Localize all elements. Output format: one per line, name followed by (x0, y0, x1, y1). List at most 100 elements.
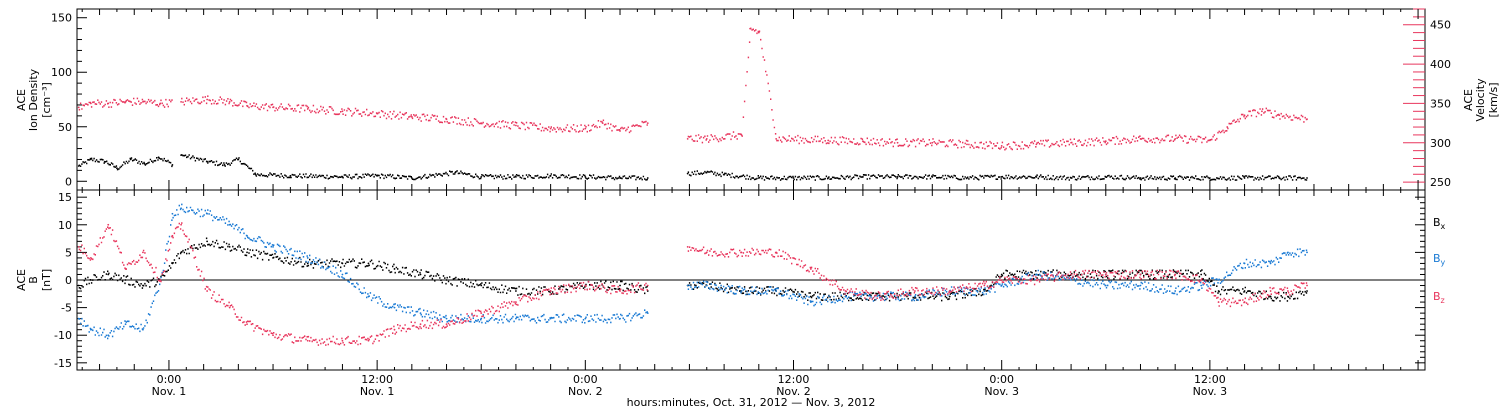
ion-density-point (931, 176, 934, 178)
velocity-point (1278, 114, 1281, 117)
velocity-point (89, 102, 92, 105)
by-point (206, 212, 209, 215)
field-axis-title-line1: ACE (15, 269, 28, 291)
ion-density-point (705, 171, 708, 174)
field-axis-title-line3: [nT] (40, 269, 53, 291)
by-point (246, 234, 248, 237)
ion-density-point (103, 160, 106, 163)
by-point (844, 295, 847, 298)
velocity-point (740, 134, 743, 136)
density-axis-title-line2: Ion Density (27, 68, 40, 131)
velocity-point (896, 141, 899, 144)
ion-density-point (77, 165, 80, 167)
by-point (89, 328, 92, 331)
by-point (171, 212, 174, 215)
bz-point (1035, 279, 1038, 281)
bz-point (480, 312, 483, 315)
by-point (142, 328, 144, 331)
density-axis-title-line3: [cm⁻³] (40, 82, 53, 118)
bz-point (914, 290, 916, 292)
bx-point (180, 251, 182, 254)
by-point (584, 317, 587, 320)
bz-trace (78, 222, 1308, 346)
legend-entry-bx: Bx (1433, 216, 1446, 231)
bx-point (1200, 273, 1203, 276)
velocity-tick-label: 300 (1430, 137, 1451, 150)
velocity-point (376, 112, 379, 115)
velocity-tick-label: 400 (1430, 58, 1451, 71)
bz-point (367, 339, 370, 342)
bz-point (948, 290, 951, 292)
field-legend: Bx By Bz (1433, 216, 1446, 305)
bz-point (1243, 301, 1246, 303)
bx-point (124, 279, 127, 281)
bx-point (228, 245, 231, 248)
velocity-point (966, 143, 968, 146)
velocity-point (757, 31, 760, 34)
ion-density-series (77, 154, 1308, 181)
ion-density-point (237, 158, 240, 161)
legend-entry-bz: Bz (1433, 290, 1445, 305)
bz-point (107, 223, 110, 226)
ion-density-point (129, 158, 132, 161)
ion-density-point (1035, 176, 1038, 178)
velocity-point (246, 104, 248, 107)
by-point (180, 207, 182, 210)
bz-point (142, 251, 144, 254)
bz-point (180, 223, 182, 226)
by-point (646, 312, 649, 315)
bz-point (686, 245, 689, 248)
by-point (341, 273, 344, 276)
velocity-point (107, 102, 110, 105)
bz-point (549, 290, 552, 292)
by-point (1287, 251, 1289, 254)
by-point (1000, 284, 1003, 287)
field-tick-label: 10 (58, 219, 72, 232)
ion-density-point (254, 173, 257, 176)
velocity-point (827, 139, 830, 142)
ion-density-point (861, 176, 864, 178)
ion-density-point (1208, 177, 1211, 179)
field-tick-label: -5 (61, 302, 72, 315)
ion-density-point (966, 177, 968, 179)
ion-density-point (410, 177, 413, 179)
ion-density-point (116, 167, 118, 170)
bz-point (419, 323, 422, 326)
ion-density-point (686, 172, 689, 175)
field-tick-label: 15 (58, 191, 72, 204)
x-tick-time-label: 0:00 (989, 373, 1014, 386)
velocity-tick-label: 250 (1430, 176, 1451, 189)
ion-density-point (480, 176, 483, 178)
field-tick-label: -10 (54, 329, 72, 342)
x-tick-time-label: 12:00 (1194, 373, 1226, 386)
by-point (306, 257, 309, 259)
by-point (480, 317, 483, 320)
ion-density-point (896, 176, 899, 178)
field-axis-title: ACE B [nT] (15, 269, 53, 291)
bz-point (171, 234, 174, 237)
by-point (1070, 279, 1072, 281)
bx-point (948, 295, 951, 298)
velocity-point (410, 115, 413, 118)
bz-series (77, 222, 1308, 346)
ion-density-point (1243, 177, 1246, 179)
bz-point (159, 279, 162, 281)
bz-point (844, 290, 847, 292)
bz-point (246, 323, 248, 326)
bz-point (306, 339, 309, 342)
by-point (740, 290, 743, 292)
by-point (549, 317, 552, 320)
density-tick-label: 0 (65, 175, 72, 188)
bz-point (879, 295, 882, 298)
ion-density-point (1070, 177, 1072, 179)
velocity-point (180, 100, 182, 103)
bx-point (1269, 295, 1272, 298)
velocity-point (159, 102, 162, 105)
ion-density-point (515, 176, 517, 178)
velocity-point (549, 127, 552, 130)
by-point (1174, 290, 1177, 292)
bz-point (740, 251, 743, 254)
bx-point (142, 284, 144, 287)
by-point (228, 223, 231, 226)
ion-density-point (223, 164, 226, 166)
